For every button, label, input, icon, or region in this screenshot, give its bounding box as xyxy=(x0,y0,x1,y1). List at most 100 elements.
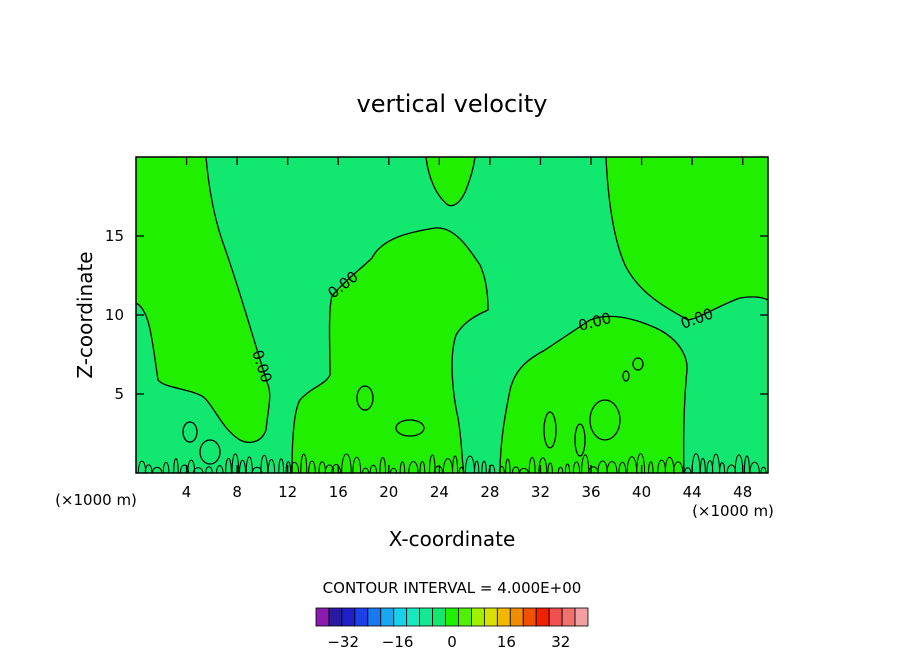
contour-cell xyxy=(199,439,221,465)
surface-cell xyxy=(636,453,646,474)
colorbar-swatch xyxy=(471,607,485,627)
surface-cell xyxy=(389,467,398,474)
contour-cell xyxy=(589,399,621,441)
contour-cell xyxy=(632,357,644,371)
surface-cell xyxy=(618,461,627,474)
contour-line-left xyxy=(135,156,271,443)
contour-line-top-right xyxy=(605,156,769,321)
surface-cell xyxy=(399,461,406,474)
colorbar-swatch xyxy=(483,607,498,627)
surface-cell xyxy=(379,456,387,474)
surface-cell xyxy=(474,460,480,474)
surface-cell xyxy=(719,462,726,474)
surface-cell xyxy=(369,464,377,474)
surface-cell xyxy=(192,467,204,474)
surface-cell xyxy=(162,461,170,474)
surface-cell xyxy=(564,463,571,474)
surface-cell xyxy=(572,461,581,474)
surface-cell xyxy=(324,464,335,474)
surface-cell xyxy=(173,458,179,474)
colorbar-tick-label: −16 xyxy=(382,633,414,651)
y-axis-label: Z-coordinate xyxy=(73,251,97,378)
surface-cell xyxy=(648,461,654,474)
colorbar-swatch xyxy=(535,607,550,627)
colorbar-swatch xyxy=(328,607,343,627)
contour-line-top xyxy=(425,156,476,207)
colorbar-swatch xyxy=(522,607,537,627)
surface-cell xyxy=(408,461,419,474)
surface-cell xyxy=(481,460,487,474)
plot-area: 0.00 0.00 0.00 0.00 xyxy=(135,156,769,474)
y-tick-label: 15 xyxy=(105,227,124,245)
surface-cell xyxy=(528,456,536,474)
surface-cell xyxy=(278,458,285,474)
colorbar-tick-label: 0 xyxy=(447,633,457,651)
surface-cell xyxy=(505,458,511,474)
colorbar-tick-label: −32 xyxy=(327,633,359,651)
surface-cell xyxy=(419,460,426,474)
surface-cell xyxy=(331,463,341,474)
surface-cell xyxy=(433,465,444,474)
surface-cell xyxy=(341,453,352,474)
surface-cell xyxy=(267,458,276,474)
x-tick-label: 40 xyxy=(632,483,651,501)
contour-line-center xyxy=(291,227,489,474)
x-axis-unit-left: (×1000 m) xyxy=(55,491,137,509)
surface-cell xyxy=(458,466,464,474)
surface-cell xyxy=(557,466,564,474)
contour-cell xyxy=(356,385,374,411)
surface-cell xyxy=(239,459,247,474)
contour-interval-text: CONTOUR INTERVAL = 4.000E+00 xyxy=(323,579,582,597)
surface-cell xyxy=(215,465,224,474)
colorbar-swatch xyxy=(432,607,446,627)
x-tick-label: 4 xyxy=(182,483,192,501)
surface-cell xyxy=(144,464,153,474)
colorbar-tick-label: 32 xyxy=(551,633,570,651)
colorbar-tick-labels: −32 −16 0 16 32 xyxy=(327,633,570,651)
surface-cell xyxy=(225,457,232,474)
contour-cell xyxy=(543,411,557,449)
surface-cell xyxy=(699,457,706,474)
colorbar-tick-label: 16 xyxy=(497,633,516,651)
colorbar-swatch xyxy=(445,607,459,627)
surface-cell xyxy=(760,466,767,474)
colorbar-swatch xyxy=(458,607,472,627)
surface-cell xyxy=(749,461,760,474)
colorbar-swatch xyxy=(367,607,382,627)
surface-contour-cells xyxy=(137,453,767,474)
y-tick-label: 10 xyxy=(105,306,124,324)
surface-cell xyxy=(672,461,684,474)
y-axis-ticks: 5 10 15 xyxy=(105,227,768,403)
x-tick-label: 12 xyxy=(278,483,297,501)
surface-cell xyxy=(538,457,548,474)
surface-cell xyxy=(151,466,163,474)
x-axis-unit-right: (×1000 m) xyxy=(692,502,774,520)
surface-cell xyxy=(743,455,750,474)
colorbar-swatch xyxy=(354,607,369,627)
colorbar-swatch xyxy=(574,607,589,627)
surface-cell xyxy=(498,465,505,474)
colorbar-swatch xyxy=(496,607,511,627)
chart-title: vertical velocity xyxy=(357,90,548,118)
colorbar-swatch xyxy=(561,607,576,627)
surface-cell xyxy=(352,456,362,474)
x-tick-label: 32 xyxy=(531,483,550,501)
colorbar-swatch xyxy=(406,607,421,627)
contour-cell xyxy=(395,419,425,437)
x-tick-label: 36 xyxy=(581,483,600,501)
x-tick-label: 28 xyxy=(480,483,499,501)
zero-contour-lines xyxy=(135,156,769,474)
surface-cell xyxy=(547,462,553,474)
positive-region-left xyxy=(136,157,270,443)
contour-cell xyxy=(182,421,198,443)
colorbar-swatch xyxy=(380,607,395,627)
colorbar-swatch xyxy=(509,607,524,627)
x-tick-label: 48 xyxy=(733,483,752,501)
colorbar-swatch xyxy=(548,607,563,627)
surface-cell xyxy=(519,467,529,474)
positive-region-center xyxy=(292,227,488,473)
x-axis-ticks: 4 8 12 16 20 24 28 32 36 40 44 48 xyxy=(182,157,752,501)
x-tick-label: 44 xyxy=(683,483,702,501)
